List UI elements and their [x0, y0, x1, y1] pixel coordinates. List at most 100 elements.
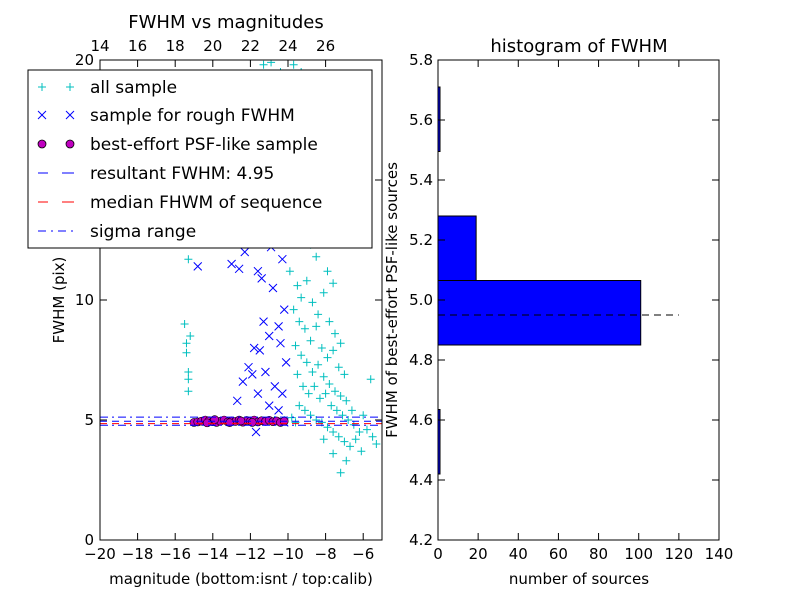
- top-tick-label: 18: [166, 37, 185, 55]
- y-tick-label: 5.6: [409, 111, 433, 129]
- left-panel: −20−18−16−14−12−10−8−6051015201416182022…: [27, 12, 383, 588]
- legend-entry-psf-like: best-effort PSF-like sample: [37, 135, 318, 155]
- data-point: [329, 449, 338, 458]
- data-point: [325, 317, 334, 326]
- data-point: [297, 293, 306, 302]
- data-point: [368, 432, 377, 441]
- data-point: [315, 394, 324, 403]
- data-point: [182, 339, 191, 348]
- legend-marker-cyan-plus: [38, 83, 74, 91]
- histogram-bar: [437, 215, 477, 281]
- x-tick-label: −8: [315, 545, 337, 563]
- data-point: [312, 322, 321, 331]
- legend-label: sample for rough FWHM: [90, 106, 295, 126]
- data-point: [340, 437, 349, 446]
- data-point: [259, 60, 268, 69]
- data-point: [268, 283, 278, 293]
- data-point: [319, 372, 328, 381]
- data-point: [308, 298, 317, 307]
- top-tick-label: 20: [203, 37, 222, 55]
- data-point: [308, 368, 317, 376]
- data-point: [281, 358, 291, 367]
- data-point: [366, 375, 375, 384]
- data-point: [323, 423, 332, 432]
- data-point: [180, 320, 189, 328]
- data-point: [193, 262, 203, 271]
- data-point: [232, 396, 242, 406]
- data-point: [300, 406, 309, 415]
- histogram-bar: [437, 280, 642, 346]
- data-point: [249, 343, 259, 353]
- data-point: [299, 382, 308, 391]
- y-tick-label: 20: [75, 51, 94, 69]
- data-point: [278, 254, 287, 264]
- data-point: [314, 310, 323, 319]
- data-point: [329, 428, 338, 436]
- data-point: [182, 348, 191, 357]
- y-tick-label: 5: [84, 411, 94, 429]
- legend-entry-rough-fwhm: sample for rough FWHM: [37, 106, 295, 126]
- y-tick-label: 4.4: [409, 471, 433, 489]
- data-point: [336, 468, 345, 477]
- legend-marker-magenta-circle: [37, 139, 75, 149]
- x-tick-label: −12: [235, 545, 267, 563]
- legend-label: all sample: [90, 78, 177, 98]
- data-point: [259, 317, 268, 326]
- legend-label: median FHWM of sequence: [90, 193, 322, 213]
- top-tick-label: 14: [90, 37, 109, 55]
- data-point: [362, 425, 371, 434]
- y-tick-label: 4.8: [409, 351, 433, 369]
- x-tick-label: 60: [549, 545, 568, 563]
- legend-entry-all-sample: all sample: [38, 78, 177, 98]
- legend-marker-blue-x: [37, 110, 75, 120]
- data-point: [310, 382, 319, 391]
- data-point: [295, 317, 304, 326]
- data-point: [264, 401, 274, 410]
- data-point: [319, 435, 328, 444]
- data-point: [302, 276, 311, 285]
- data-point: [291, 341, 300, 350]
- data-point: [276, 338, 285, 348]
- data-point: [334, 432, 343, 441]
- y-tick-label: 5.4: [409, 171, 433, 189]
- data-point: [234, 264, 244, 274]
- data-point: [255, 346, 265, 355]
- y-tick-label: 5.0: [409, 291, 433, 309]
- data-point: [297, 351, 306, 360]
- x-tick-label: −20: [84, 545, 116, 563]
- y-tick-label: 5.2: [409, 231, 433, 249]
- legend-entry-sigma-range: sigma range: [38, 222, 196, 242]
- data-point: [329, 279, 338, 288]
- left-y-axis-label: FWHM (pix): [50, 257, 68, 344]
- data-point: [319, 288, 328, 297]
- top-tick-label: 22: [241, 37, 260, 55]
- data-point: [257, 274, 267, 283]
- data-point: [253, 389, 263, 398]
- data-point: [331, 329, 339, 338]
- data-point: [336, 339, 345, 348]
- y-tick-label: 0: [84, 531, 94, 549]
- top-tick-label: 24: [278, 37, 297, 55]
- data-point: [306, 336, 315, 345]
- data-point: [274, 322, 283, 331]
- x-tick-label: 80: [589, 545, 608, 563]
- data-point: [340, 370, 349, 379]
- y-tick-label: 10: [75, 291, 94, 309]
- data-point: [227, 259, 236, 269]
- data-point: [317, 344, 326, 352]
- right-panel: 0 20 40 60 80 100 120 140 4.2 4.4 4.6 4.8 5.0 5.2 5.4 5…: [383, 36, 733, 588]
- x-tick-label: −18: [122, 545, 154, 563]
- data-point: [323, 353, 332, 362]
- right-axes: 0 20 40 60 80 100 120 140 4.2 4.4 4.6 4.8 5.0 5.2 5.4 5…: [409, 51, 733, 563]
- data-point: [355, 428, 364, 436]
- x-tick-label: 40: [509, 545, 528, 563]
- data-point: [225, 418, 235, 427]
- data-point: [270, 382, 280, 391]
- data-point: [314, 360, 323, 369]
- data-point: [331, 387, 339, 396]
- top-tick-label: 16: [128, 37, 147, 55]
- data-point: [325, 380, 334, 388]
- y-tick-label: 4.6: [409, 411, 433, 429]
- data-point: [240, 247, 250, 257]
- data-point: [247, 418, 257, 427]
